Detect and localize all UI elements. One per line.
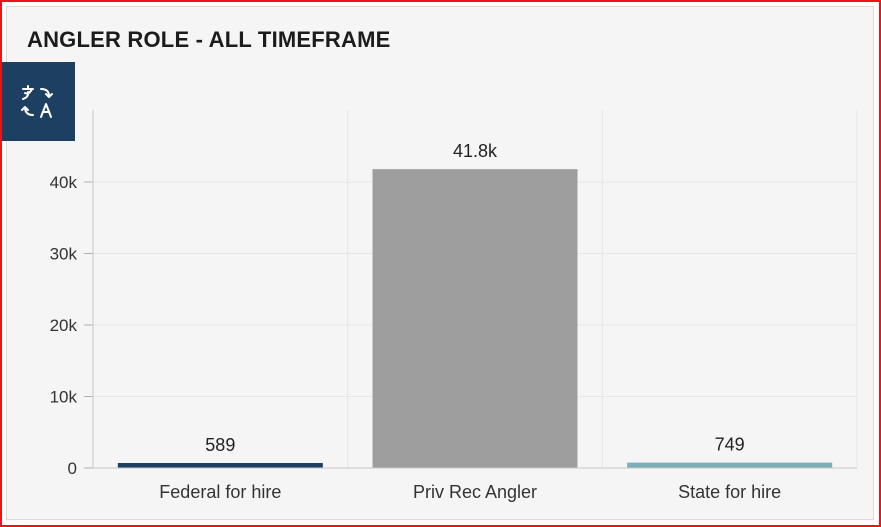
x-category-label: Priv Rec Angler bbox=[413, 482, 537, 502]
y-tick-label: 0 bbox=[68, 459, 77, 478]
y-tick-label: 20k bbox=[50, 316, 78, 335]
data-label: 41.8k bbox=[453, 141, 498, 161]
bar-state-for-hire[interactable] bbox=[627, 462, 833, 468]
x-category-label: Federal for hire bbox=[159, 482, 281, 502]
bar-federal-for-hire[interactable] bbox=[117, 463, 323, 468]
y-tick-label: 30k bbox=[50, 245, 78, 264]
translate-button[interactable] bbox=[2, 62, 75, 141]
data-label: 749 bbox=[715, 435, 745, 455]
bar-priv-rec-angler[interactable] bbox=[372, 169, 578, 468]
chart-title: ANGLER ROLE - ALL TIMEFRAME bbox=[27, 27, 391, 52]
y-tick-label: 40k bbox=[50, 173, 78, 192]
x-category-label: State for hire bbox=[678, 482, 781, 502]
translate-icon bbox=[20, 84, 53, 118]
data-label: 589 bbox=[205, 435, 235, 455]
y-tick-label: 10k bbox=[50, 388, 78, 407]
